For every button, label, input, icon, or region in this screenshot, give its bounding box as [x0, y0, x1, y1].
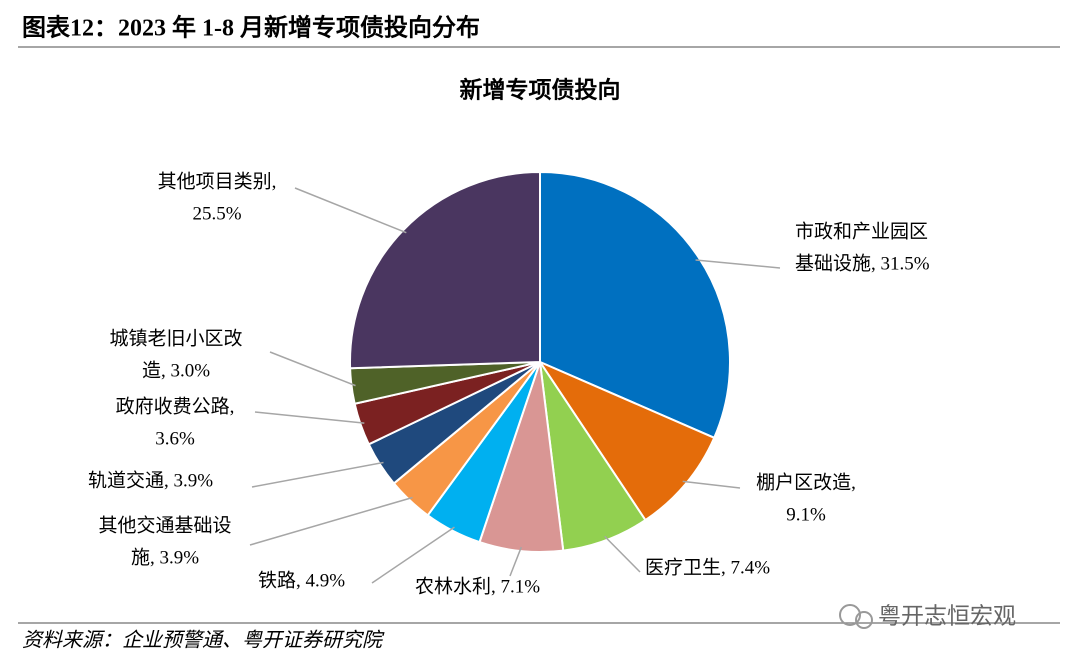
watermark-icon [839, 604, 873, 629]
leader-line [371, 526, 455, 584]
data-label: 造, 3.0% [142, 359, 210, 381]
pie-slice [349, 170, 541, 370]
data-label: 9.1% [786, 504, 826, 525]
source: 资料来源：企业预警通、粤开证券研究院 [22, 630, 385, 652]
leader-line [251, 461, 384, 488]
pie-slice [537, 359, 716, 522]
leader-line [682, 480, 741, 489]
pie-slice [539, 170, 731, 440]
leader-line [604, 535, 641, 573]
leader-line [294, 187, 407, 234]
data-label: 政府收费公路, [116, 395, 235, 417]
data-label: 其他交通基础设 [98, 514, 231, 536]
data-label: 施, 3.9% [131, 546, 199, 568]
data-label: 城镇老旧小区改 [109, 327, 242, 349]
leader-line [249, 496, 413, 546]
leader-line [254, 411, 365, 424]
data-label: 基础设施, 31.5% [795, 252, 930, 274]
data-label: 铁路, 4.9% [258, 569, 345, 591]
data-label: 25.5% [192, 203, 241, 224]
leader-line [509, 546, 523, 577]
header-title: 图表12：2023 年 1-8 月新增专项债投向分布 [22, 14, 480, 42]
data-label: 农林水利, 7.1% [415, 575, 540, 597]
leader-line [695, 259, 781, 269]
data-label: 其他项目类别, [158, 170, 277, 192]
data-label: 棚户区改造, [756, 471, 856, 493]
data-label: 医疗卫生, 7.4% [645, 556, 770, 578]
leader-line [269, 351, 356, 387]
data-label: 3.6% [155, 428, 195, 449]
data-label: 轨道交通, 3.9% [88, 469, 213, 491]
chart-title: 新增专项债投向 [460, 76, 621, 102]
watermark: 粤开志恒宏观 [878, 604, 1016, 630]
data-label: 市政和产业园区 [795, 220, 928, 242]
